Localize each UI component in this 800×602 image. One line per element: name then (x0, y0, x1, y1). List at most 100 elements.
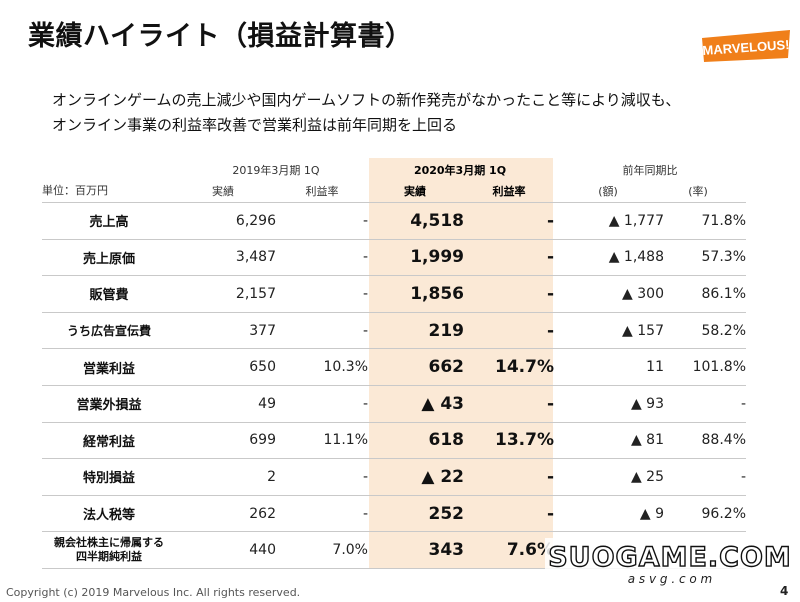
row-label-line-1: 親会社株主に帰属する (54, 536, 164, 550)
row-label: 特別損益 (42, 458, 176, 496)
prev-margin-cell: - (276, 494, 368, 532)
table-row: 販管費 2,157 - 1,856 - ▲ 300 86.1% (42, 275, 746, 313)
table-row: 売上高 6,296 - 4,518 - ▲ 1,777 71.8% (42, 202, 746, 240)
prev-actual-cell: 377 (176, 311, 276, 349)
yoy-amount-cell: ▲ 25 (554, 458, 664, 496)
curr-actual-cell: 1,999 (368, 238, 464, 276)
prev-margin-cell: - (276, 384, 368, 423)
yoy-amount-cell: ▲ 300 (554, 275, 664, 313)
header-rate: (率) (688, 185, 708, 198)
yoy-rate-cell: 71.8% (664, 202, 746, 240)
header-prev-period: 2019年3月期 1Q (232, 164, 320, 177)
svg-text:a s v g . c o m: a s v g . c o m (628, 572, 712, 586)
row-label: 営業利益 (42, 348, 176, 386)
curr-actual-cell: 662 (368, 348, 464, 386)
svg-text:MARVELOUS!: MARVELOUS! (702, 37, 790, 58)
header-yoy: 前年同期比 (622, 164, 678, 177)
table-row: 経常利益 699 11.1% 618 13.7% ▲ 81 88.4% (42, 421, 746, 459)
yoy-amount-cell: ▲ 81 (554, 421, 664, 459)
table-row: 特別損益 2 - ▲ 22 - ▲ 25 - (42, 458, 746, 496)
table-row: 営業外損益 49 - ▲ 43 - ▲ 93 - (42, 384, 746, 423)
yoy-amount-cell: ▲ 1,777 (554, 202, 664, 240)
lead-text: オンラインゲームの売上減少や国内ゲームソフトの新作発売がなかったこと等により減収… (52, 88, 680, 138)
table-row: うち広告宣伝費 377 - 219 - ▲ 157 58.2% (42, 311, 746, 349)
prev-margin-cell: - (276, 238, 368, 276)
curr-actual-cell: 618 (368, 421, 464, 459)
lead-line-1: オンラインゲームの売上減少や国内ゲームソフトの新作発売がなかったこと等により減収… (52, 91, 681, 109)
header-curr-period: 2020年3月期 1Q (413, 164, 507, 177)
prev-actual-cell: 49 (176, 384, 276, 423)
prev-margin-cell: - (276, 202, 368, 240)
prev-actual-cell: 2,157 (176, 275, 276, 313)
row-label: 営業外損益 (42, 384, 176, 423)
curr-margin-cell: - (464, 311, 554, 349)
prev-margin-cell: - (276, 275, 368, 313)
copyright-footer: Copyright (c) 2019 Marvelous Inc. All ri… (6, 586, 301, 599)
prev-actual-cell: 650 (176, 348, 276, 386)
curr-margin-cell: - (464, 458, 554, 496)
header-prev-actual: 実績 (212, 185, 234, 198)
curr-actual-cell: ▲ 22 (368, 458, 464, 496)
table-row: 売上原価 3,487 - 1,999 - ▲ 1,488 57.3% (42, 238, 746, 276)
prev-margin-cell: - (276, 458, 368, 496)
marvelous-logo: MARVELOUS! (702, 30, 790, 62)
prev-actual-cell: 699 (176, 421, 276, 459)
curr-margin-cell: - (464, 275, 554, 313)
prev-margin-cell: 10.3% (276, 348, 368, 386)
yoy-rate-cell: 88.4% (664, 421, 746, 459)
yoy-amount-cell: ▲ 9 (554, 494, 664, 532)
yoy-rate-cell: - (664, 458, 746, 496)
curr-actual-cell: ▲ 43 (368, 384, 464, 423)
prev-margin-cell: 7.0% (276, 531, 368, 569)
header-prev-margin: 利益率 (305, 185, 339, 198)
prev-margin-cell: 11.1% (276, 421, 368, 459)
curr-margin-cell: - (464, 202, 554, 240)
row-label: 売上高 (42, 202, 176, 240)
row-label: 経常利益 (42, 421, 176, 459)
table-row: 営業利益 650 10.3% 662 14.7% 11 101.8% (42, 348, 746, 386)
yoy-amount-cell: 11 (554, 348, 664, 386)
row-label-line-2: 四半期純利益 (76, 550, 142, 564)
unit-label: 単位：百万円 (42, 184, 108, 197)
curr-actual-cell: 343 (368, 531, 464, 569)
yoy-amount-cell: ▲ 1,488 (554, 238, 664, 276)
row-label: 売上原価 (42, 238, 176, 276)
yoy-rate-cell: 57.3% (664, 238, 746, 276)
yoy-amount-cell: ▲ 157 (554, 311, 664, 349)
prev-margin-cell: - (276, 311, 368, 349)
header-amount: (額) (598, 185, 618, 198)
lead-line-2: オンライン事業の利益率改善で営業利益は前年同期を上回る (52, 116, 458, 134)
yoy-rate-cell: 96.2% (664, 494, 746, 532)
header-curr-actual: 実績 (404, 185, 426, 198)
yoy-rate-cell: 101.8% (664, 348, 746, 386)
svg-text:SUOGAME.COM: SUOGAME.COM (548, 542, 792, 573)
curr-actual-cell: 252 (368, 494, 464, 532)
curr-margin-cell: - (464, 384, 554, 423)
yoy-rate-cell: 58.2% (664, 311, 746, 349)
row-label: 法人税等 (42, 494, 176, 532)
curr-margin-cell: 14.7% (464, 348, 554, 386)
yoy-rate-cell: - (664, 384, 746, 423)
page-number: 4 (780, 584, 789, 598)
yoy-rate-cell: 86.1% (664, 275, 746, 313)
row-label: うち広告宣伝費 (42, 311, 176, 349)
curr-margin-cell: - (464, 494, 554, 532)
curr-margin-cell: 7.6% (464, 531, 554, 569)
prev-actual-cell: 262 (176, 494, 276, 532)
row-label: 販管費 (42, 275, 176, 313)
page-title: 業績ハイライト（損益計算書） (28, 21, 413, 52)
curr-actual-cell: 4,518 (368, 202, 464, 240)
prev-actual-cell: 2 (176, 458, 276, 496)
curr-actual-cell: 1,856 (368, 275, 464, 313)
suogame-watermark: SUOGAME.COM a s v g . c o m (545, 538, 795, 588)
row-label: 親会社株主に帰属する 四半期純利益 (42, 531, 176, 569)
prev-actual-cell: 6,296 (176, 202, 276, 240)
header-curr-margin: 利益率 (492, 185, 526, 198)
prev-actual-cell: 3,487 (176, 238, 276, 276)
income-statement-table: 売上高 6,296 - 4,518 - ▲ 1,777 71.8% 売上原価 3… (42, 202, 746, 569)
curr-margin-cell: 13.7% (464, 421, 554, 459)
table-row: 法人税等 262 - 252 - ▲ 9 96.2% (42, 494, 746, 532)
curr-actual-cell: 219 (368, 311, 464, 349)
curr-margin-cell: - (464, 238, 554, 276)
prev-actual-cell: 440 (176, 531, 276, 569)
